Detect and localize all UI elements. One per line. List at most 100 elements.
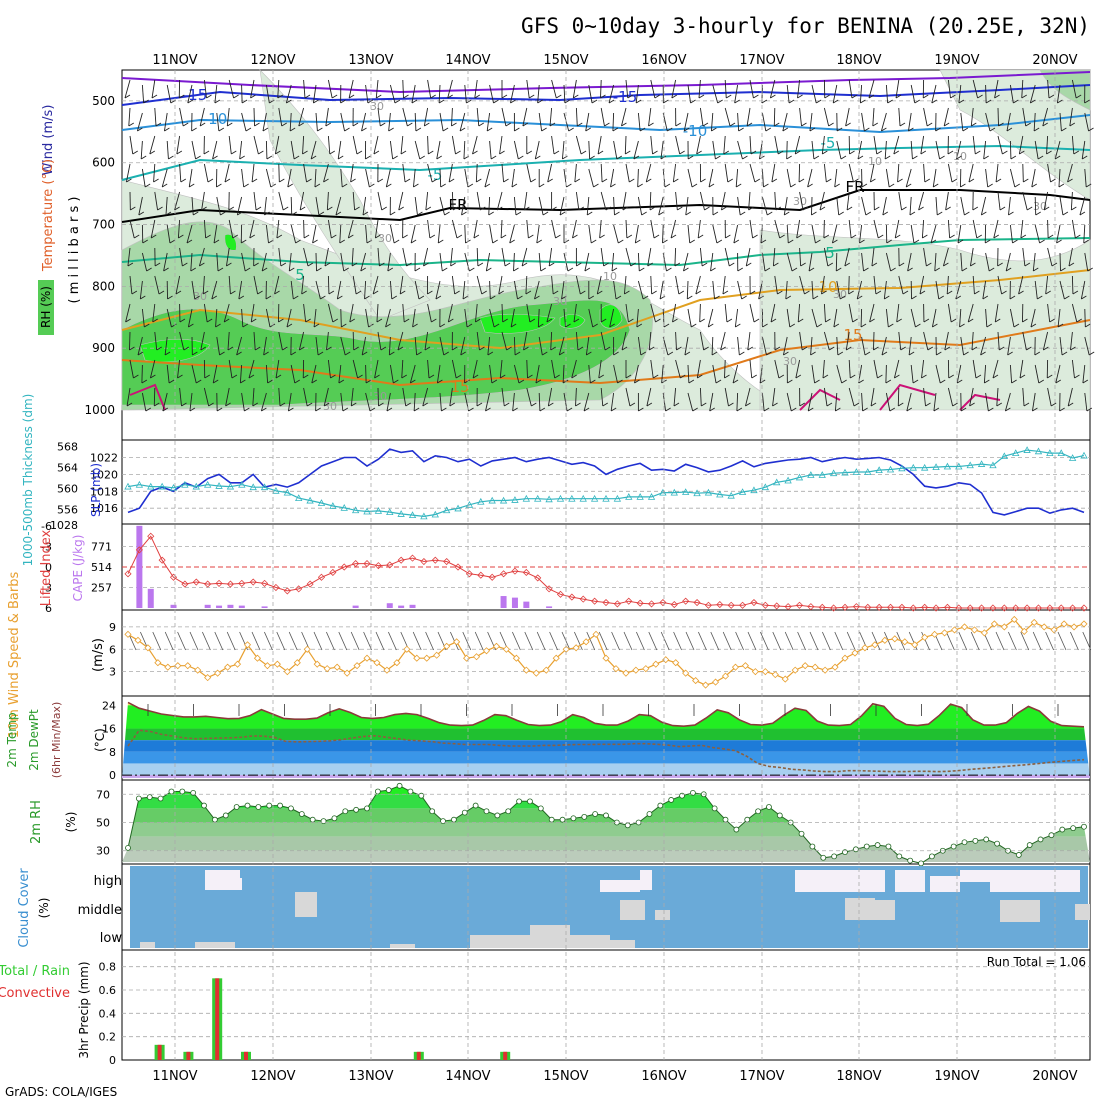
wind-barb-flag — [988, 407, 994, 412]
wind-barb-10m — [388, 631, 397, 651]
thickness-point — [181, 480, 189, 488]
wind-barb — [958, 84, 962, 104]
wind-barb-flag — [125, 318, 131, 323]
wind-barb — [141, 392, 147, 412]
wind-barb — [389, 84, 396, 104]
wind-barb-flag — [924, 178, 931, 183]
wind-barb — [831, 224, 838, 244]
wind-barb-flag — [652, 374, 659, 379]
wind-barb-flag — [174, 206, 180, 211]
wind-barb — [571, 359, 577, 379]
rh-point — [179, 788, 186, 795]
wind-barb-flag — [282, 346, 288, 351]
wind-barb-flag — [206, 318, 213, 323]
wind-barb — [1059, 336, 1063, 356]
wind-barb-10m — [177, 631, 186, 651]
wind-barb — [1031, 392, 1036, 412]
wind-barb — [352, 191, 356, 211]
wind-barb — [782, 112, 788, 132]
wind-barb-flag — [848, 290, 854, 295]
wind-barb — [848, 219, 852, 239]
wind-barb — [957, 224, 962, 244]
wind-barb — [125, 303, 131, 323]
wind-barb-flag — [513, 267, 519, 272]
wind-barb-flag — [1002, 150, 1008, 155]
wind-barb — [761, 168, 764, 188]
rh-point — [831, 853, 838, 860]
wind-barb-flag — [575, 402, 581, 407]
wind-barb-flag — [199, 122, 206, 127]
wind-barb-10m — [921, 631, 930, 651]
wind-barb — [253, 135, 259, 155]
thickness-point — [147, 482, 155, 490]
wind-barb-flag — [228, 206, 235, 211]
wind-barb — [884, 140, 887, 160]
wind-barb — [597, 135, 602, 155]
slp-tick-label: 1022 — [90, 452, 118, 465]
wind-barb — [724, 79, 727, 99]
wind-barb — [836, 280, 841, 300]
wind-barb — [634, 364, 639, 384]
wind-barb — [327, 303, 334, 323]
wind-barb-flag — [833, 323, 840, 328]
wind-barb-flag — [323, 402, 330, 407]
li-point — [886, 603, 895, 611]
thickness-bottom-label: 1028 — [50, 519, 78, 532]
li-point — [363, 560, 371, 568]
li-tick-label: -6 — [41, 520, 52, 533]
wind-barb — [1009, 364, 1013, 384]
wind-barb — [637, 112, 641, 132]
wind-barb — [326, 331, 329, 351]
wind-barb — [687, 224, 691, 244]
wind-barb — [179, 387, 182, 407]
thickness-point — [590, 494, 599, 502]
wind-barb-flag — [999, 206, 1006, 211]
wind-barb — [398, 191, 404, 211]
wind-barb-flag — [945, 206, 951, 211]
wind-barb-flag — [313, 99, 319, 104]
wind-barb-flag — [884, 155, 891, 160]
thickness-point — [1046, 449, 1054, 457]
wind-barb — [136, 112, 143, 132]
wind-barb-flag — [893, 150, 900, 155]
wind-barb-flag — [605, 206, 612, 211]
wind-barb-flag — [939, 379, 946, 384]
wind-barb — [699, 387, 702, 407]
slp-tick-label: 1016 — [90, 502, 118, 515]
rh-point — [907, 857, 914, 864]
cloud-block — [390, 944, 415, 948]
cloud-row-label: low — [100, 931, 123, 946]
wind-barb-flag — [1031, 183, 1038, 188]
wind-barb — [935, 140, 941, 160]
wind-barb — [340, 112, 345, 132]
wind-barb — [1054, 140, 1061, 160]
wind-barb-flag — [774, 346, 781, 351]
wind-barb — [835, 252, 838, 272]
wind-barb — [675, 135, 681, 155]
li-point — [830, 604, 838, 612]
wind-barb — [203, 303, 208, 323]
rh-point — [744, 816, 751, 823]
wind-barb-flag — [1069, 122, 1076, 127]
wind-barb-flag — [974, 290, 980, 295]
wind-barb-flag — [164, 351, 171, 356]
wind-barb-flag — [493, 323, 500, 328]
wind-barb — [511, 168, 515, 188]
wind-barb-flag — [1046, 150, 1052, 155]
wind-barb — [475, 303, 478, 323]
wind-barb — [241, 168, 245, 188]
li-point — [306, 580, 314, 588]
wind-speed-point — [582, 638, 590, 646]
wind-barb-flag — [213, 239, 220, 244]
wind-barb-flag — [598, 374, 605, 379]
wind-barb-flag — [1088, 127, 1094, 132]
wind-barb — [1071, 359, 1075, 379]
wind-barb — [746, 107, 751, 127]
cloud-block — [610, 940, 635, 948]
wind-barb — [464, 308, 468, 328]
wind-barb-flag — [418, 295, 425, 300]
wind-barb — [1067, 387, 1073, 407]
temp-tick-label: 24 — [102, 699, 116, 712]
rh-point — [624, 822, 631, 829]
wind-barb-flag — [375, 234, 381, 239]
